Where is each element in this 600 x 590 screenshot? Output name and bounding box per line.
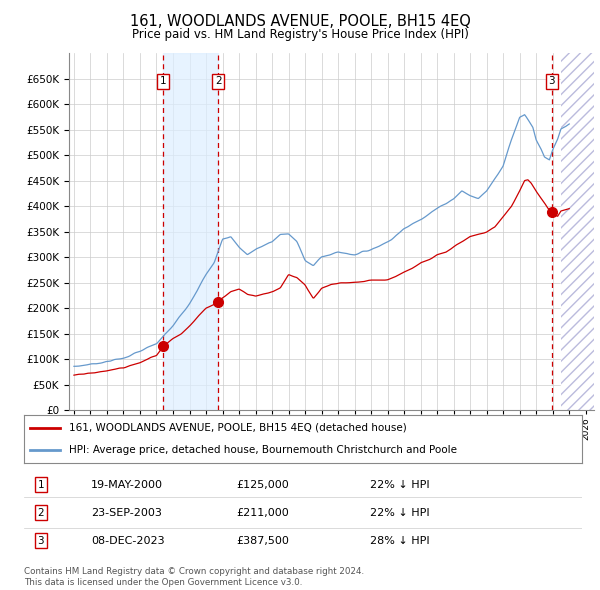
Text: 22% ↓ HPI: 22% ↓ HPI <box>370 480 430 490</box>
Bar <box>163 53 218 410</box>
Text: £125,000: £125,000 <box>236 480 289 490</box>
Text: Price paid vs. HM Land Registry's House Price Index (HPI): Price paid vs. HM Land Registry's House … <box>131 28 469 41</box>
Text: 3: 3 <box>37 536 44 546</box>
Text: 1: 1 <box>160 76 166 86</box>
Text: 1: 1 <box>37 480 44 490</box>
Text: £387,500: £387,500 <box>236 536 289 546</box>
Text: HPI: Average price, detached house, Bournemouth Christchurch and Poole: HPI: Average price, detached house, Bour… <box>68 445 457 455</box>
Text: 19-MAY-2000: 19-MAY-2000 <box>91 480 163 490</box>
Text: 08-DEC-2023: 08-DEC-2023 <box>91 536 164 546</box>
Text: 161, WOODLANDS AVENUE, POOLE, BH15 4EQ: 161, WOODLANDS AVENUE, POOLE, BH15 4EQ <box>130 14 470 30</box>
Text: Contains HM Land Registry data © Crown copyright and database right 2024.: Contains HM Land Registry data © Crown c… <box>24 566 364 576</box>
Text: 2: 2 <box>37 508 44 517</box>
Text: 22% ↓ HPI: 22% ↓ HPI <box>370 508 430 517</box>
Text: 28% ↓ HPI: 28% ↓ HPI <box>370 536 430 546</box>
Text: This data is licensed under the Open Government Licence v3.0.: This data is licensed under the Open Gov… <box>24 578 302 587</box>
Text: 161, WOODLANDS AVENUE, POOLE, BH15 4EQ (detached house): 161, WOODLANDS AVENUE, POOLE, BH15 4EQ (… <box>68 423 406 433</box>
Text: £211,000: £211,000 <box>236 508 289 517</box>
Text: 2: 2 <box>215 76 221 86</box>
Text: 3: 3 <box>548 76 555 86</box>
Text: 23-SEP-2003: 23-SEP-2003 <box>91 508 162 517</box>
